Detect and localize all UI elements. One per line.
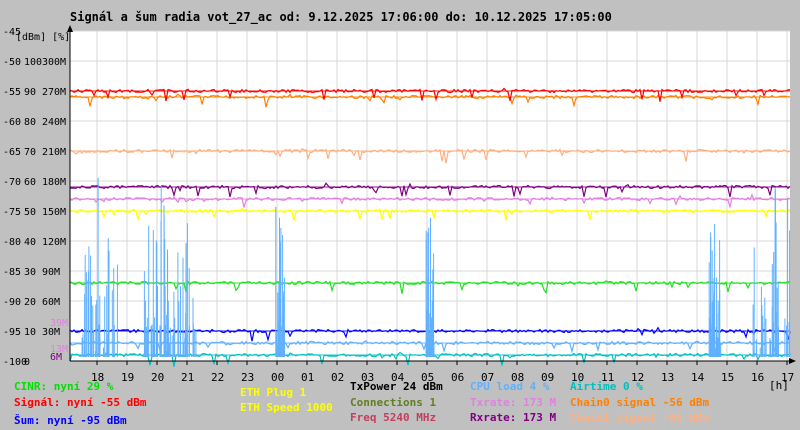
series-line	[69, 147, 791, 164]
x-tick-label: 20	[151, 371, 164, 384]
y-tick-pct: 20	[24, 297, 36, 308]
y-tick-pct: 90	[24, 87, 36, 98]
x-tick-label: 05	[421, 371, 434, 384]
x-tick-label: 10	[571, 371, 584, 384]
x-tick-label: 01	[301, 371, 314, 384]
y-tick-pct: 10	[24, 327, 36, 338]
legend-signal: Signál: nyní -55 dBm	[14, 396, 147, 409]
y-tick-rate: 150M	[42, 207, 66, 218]
x-tick-label: 21	[181, 371, 194, 384]
x-tick-label: 04	[391, 371, 405, 384]
x-tick-label: 06	[451, 371, 464, 384]
y-tick-rate: 300M	[42, 57, 66, 68]
x-tick-label: 14	[691, 371, 705, 384]
x-tick-label: 03	[361, 371, 374, 384]
y-tick-rate: 210M	[42, 147, 66, 158]
y-tick-rate: 30M	[42, 327, 60, 338]
y-tick-rate: 60M	[42, 297, 60, 308]
legend-airtime: Airtime 0 %	[570, 380, 643, 393]
y-tick-dbm: -70	[3, 177, 21, 188]
legend-chain0: Chain0 signal -56 dBm	[570, 396, 710, 409]
legend-txrate: Txrate: 173 M	[470, 396, 557, 409]
y-tick-rate: 180M	[42, 177, 66, 188]
y-tick-rate: 270M	[42, 87, 66, 98]
y-tick-dbm: -100	[3, 357, 27, 368]
y-tick-dbm: -60	[3, 117, 21, 128]
y-tick-pct: 0	[24, 357, 30, 368]
y-tick-pct: 80	[24, 117, 36, 128]
y-tick-dbm: -45	[3, 27, 21, 38]
y-tick-dbm: -85	[3, 267, 21, 278]
x-tick-label: 02	[331, 371, 344, 384]
y-tick-dbm: -65	[3, 147, 21, 158]
x-tick-label: 17	[781, 371, 794, 384]
y-tick-pct: 50	[24, 207, 36, 218]
legend-connections: Connections 1	[350, 396, 437, 409]
x-tick-label: 15	[721, 371, 734, 384]
legend-eth-speed: ETH Speed 1000	[240, 401, 333, 414]
y-tick-dbm: -75	[3, 207, 21, 218]
y-tick-pct: 70	[24, 147, 36, 158]
x-tick-label: 19	[121, 371, 134, 384]
y-tick-dbm: -80	[3, 237, 21, 248]
x-tick-label: 00	[271, 371, 284, 384]
legend-noise: Šum: nyní -95 dBm	[14, 414, 127, 427]
x-tick-label: 07	[481, 371, 494, 384]
y-tick-rate: 120M	[42, 237, 66, 248]
legend-freq: Freq 5240 MHz	[350, 411, 437, 424]
x-tick-label: 09	[541, 371, 554, 384]
x-axis-arrow	[789, 358, 796, 364]
y-tick-dbm: -90	[3, 297, 21, 308]
y-axis-arrow	[67, 25, 73, 32]
legend-rxrate: Rxrate: 173 M	[470, 411, 557, 424]
y-tick-pct: 60	[24, 177, 36, 188]
y-tick-39m: 39M	[50, 318, 68, 329]
y-tick-dbm: -50	[3, 57, 21, 68]
y-tick-pct: 40	[24, 237, 36, 248]
x-tick-label: 16	[751, 371, 764, 384]
x-tick-label: 13	[661, 371, 674, 384]
legend-cpu-load: CPU load 4 %	[470, 380, 550, 393]
y-tick-rate: 90M	[42, 267, 60, 278]
x-tick-label: 12	[631, 371, 644, 384]
x-tick-label: 22	[211, 371, 224, 384]
y-tick-dbm: -55	[3, 87, 21, 98]
x-tick-label: 23	[241, 371, 254, 384]
y-tick-rate: 240M	[42, 117, 66, 128]
legend-cinr: CINR: nyní 29 %	[14, 380, 114, 393]
x-tick-label: 08	[511, 371, 524, 384]
x-tick-label: 11	[601, 371, 614, 384]
y-unit-label: [dBm] [%]	[16, 32, 70, 43]
legend-chain1: Chain1 signal -65 dBm	[570, 411, 710, 424]
y-tick-pct: 30	[24, 267, 36, 278]
x-tick-label: 18	[91, 371, 104, 384]
y-tick-6m: 6M	[50, 352, 62, 363]
legend-eth-plug: ETH Plug 1	[240, 386, 307, 399]
y-tick-13m: 13M	[50, 344, 68, 355]
x-unit-label: [h]	[769, 379, 789, 392]
y-tick-pct: 100	[24, 57, 42, 68]
chart-title: Signál a šum radia vot_27_ac od: 9.12.20…	[70, 10, 612, 24]
legend-txpower: TxPower 24 dBm	[350, 380, 443, 393]
y-tick-dbm: -95	[3, 327, 21, 338]
